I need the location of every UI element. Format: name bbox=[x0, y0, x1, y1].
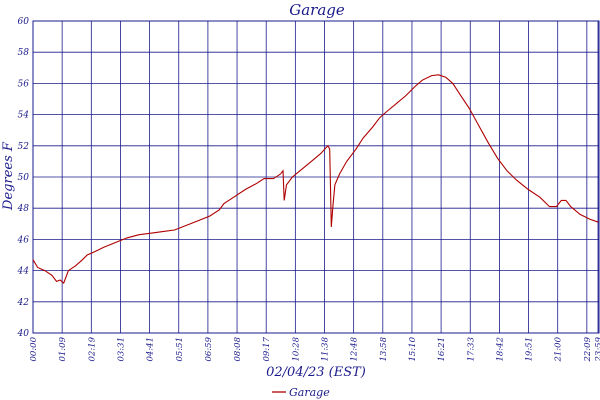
y-tick-label: 44 bbox=[17, 267, 30, 277]
plot-frame bbox=[32, 20, 600, 334]
y-tick-label: 50 bbox=[18, 173, 30, 183]
x-tick-label: 10:28 bbox=[291, 336, 301, 361]
x-tick-label: 00:00 bbox=[29, 336, 39, 361]
y-tick-label: 56 bbox=[18, 79, 30, 89]
x-tick-label: 13:58 bbox=[379, 336, 389, 361]
x-tick-label: 23:59 bbox=[594, 336, 600, 362]
x-tick-label: 02:19 bbox=[87, 336, 97, 361]
x-tick-label: 04:41 bbox=[146, 337, 156, 362]
x-tick-label: 05:51 bbox=[175, 337, 185, 362]
y-tick-label: 58 bbox=[18, 48, 30, 58]
series-line-garage bbox=[32, 74, 599, 285]
y-tick-label: 40 bbox=[17, 329, 30, 339]
x-tick-label: 09:17 bbox=[262, 336, 272, 361]
x-tick-label: 12:48 bbox=[350, 336, 360, 361]
x-tick-label: 06:59 bbox=[204, 336, 214, 361]
y-axis-label: Degrees F bbox=[1, 141, 16, 211]
x-tick-label: 08:08 bbox=[233, 336, 243, 361]
y-tick-label: 52 bbox=[18, 142, 30, 152]
y-tick-label: 46 bbox=[17, 235, 30, 245]
legend: Garage bbox=[272, 386, 330, 399]
y-tick-label: 42 bbox=[17, 298, 30, 308]
x-tick-label: 18:42 bbox=[495, 337, 505, 362]
grid bbox=[32, 20, 599, 334]
x-tick-label: 19:51 bbox=[525, 337, 535, 362]
y-axis-ticks: 40 42 44 46 48 50 52 54 56 58 60 bbox=[17, 17, 30, 339]
y-tick-label: 60 bbox=[18, 17, 30, 27]
y-tick-label: 54 bbox=[18, 111, 30, 121]
series-layer bbox=[32, 74, 599, 285]
legend-label: Garage bbox=[289, 386, 330, 399]
x-tick-label: 17:33 bbox=[466, 337, 476, 362]
x-tick-label: 03:31 bbox=[116, 337, 126, 362]
x-tick-label: 01:09 bbox=[58, 336, 68, 361]
chart-title: Garage bbox=[289, 1, 345, 19]
x-axis-label: 02/04/23 (EST) bbox=[266, 365, 366, 380]
x-axis-ticks: 00:00 01:09 02:19 03:31 04:41 05:51 06:59 08:08… bbox=[29, 336, 600, 362]
x-tick-label: 21:00 bbox=[554, 336, 564, 362]
x-tick-label: 16:21 bbox=[437, 337, 447, 362]
x-tick-label: 11:38 bbox=[321, 336, 331, 361]
y-tick-label: 48 bbox=[17, 204, 30, 214]
x-tick-label: 15:10 bbox=[408, 336, 418, 361]
x-tick-label: 22:09 bbox=[583, 336, 593, 362]
